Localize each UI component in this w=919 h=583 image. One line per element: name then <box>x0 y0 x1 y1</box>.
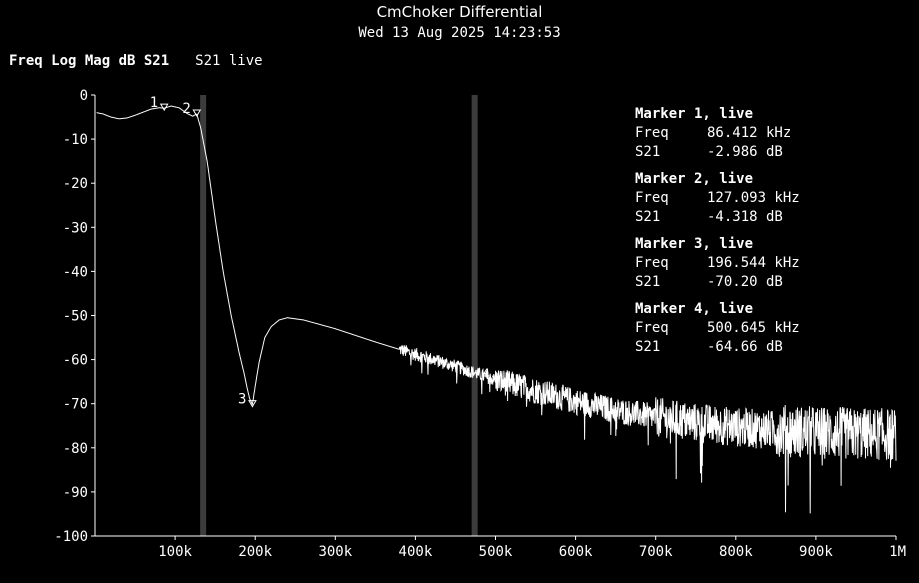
x-tick-label: 300k <box>318 544 352 560</box>
y-axis-ticks: 0 -10 -20 -30 -40 -50 -60 -70 -80 -90 -100 <box>54 88 95 545</box>
cursor-band <box>200 95 207 536</box>
marker-tag-label: 2 <box>182 101 190 117</box>
y-tick-label: -60 <box>63 353 88 369</box>
y-tick-label: -10 <box>63 132 88 148</box>
marker-param-label: S21 <box>635 144 661 160</box>
marker-tag-label: 4 <box>482 367 490 383</box>
marker-triangle-icon <box>248 400 257 408</box>
marker-tag-label: 3 <box>238 392 246 408</box>
marker-freq-value: 127.093 kHz <box>707 190 800 206</box>
y-tick-label: -40 <box>63 264 88 280</box>
marker-title: Marker 4, live <box>635 301 754 317</box>
x-tick-label: 100k <box>158 544 192 560</box>
x-tick-label: 900k <box>799 544 833 560</box>
marker-param-label: S21 <box>635 274 661 290</box>
x-tick-label: 200k <box>238 544 272 560</box>
marker-tag-label: 1 <box>150 95 158 111</box>
y-tick-label: -30 <box>63 220 88 236</box>
chart-datetime: Wed 13 Aug 2025 14:23:53 <box>358 25 561 41</box>
s21-trace <box>96 105 897 514</box>
y-tick-label: -90 <box>63 485 88 501</box>
marker-4-readout: Marker 4, live Freq 500.645 kHz S21 -64.66… <box>635 300 800 357</box>
marker-freq-value: 86.412 kHz <box>707 125 792 141</box>
marker-param-value: -4.318 dB <box>707 209 783 225</box>
trace-status-label: S21 live <box>195 53 263 69</box>
x-tick-label: 800k <box>719 544 753 560</box>
marker-readout-panel: Marker 1, live Freq 86.412 kHz S21 -2.986 … <box>635 105 800 365</box>
chart-title: CmChoker Differential <box>376 3 543 21</box>
marker-freq-label: Freq <box>635 125 669 141</box>
marker-title: Marker 3, live <box>635 236 754 252</box>
marker-freq-value: 196.544 kHz <box>707 255 800 271</box>
y-tick-label: -100 <box>54 529 88 545</box>
chart-markers: 1 2 3 4 <box>150 95 501 408</box>
marker-param-value: -70.20 dB <box>707 274 783 290</box>
marker-triangle-icon <box>192 109 202 118</box>
marker-triangle-icon <box>491 375 501 384</box>
x-axis-ticks: 100k 200k 300k 400k 500k 600k 700k 800k 900k 1M <box>158 536 906 560</box>
marker-2-readout: Marker 2, live Freq 127.093 kHz S21 -4.318… <box>635 170 800 227</box>
marker-param-value: -2.986 dB <box>707 144 783 160</box>
marker-freq-label: Freq <box>635 320 669 336</box>
marker-param-label: S21 <box>635 209 661 225</box>
y-tick-label: -20 <box>63 176 88 192</box>
trace-format-label: Freq Log Mag dB S21 <box>9 53 170 69</box>
y-tick-label: -50 <box>63 309 88 325</box>
y-tick-label: -70 <box>63 397 88 413</box>
x-tick-label: 700k <box>639 544 673 560</box>
marker-3-readout: Marker 3, live Freq 196.544 kHz S21 -70.20… <box>635 235 800 292</box>
marker-triangle-icon <box>159 103 169 112</box>
y-tick-label: 0 <box>80 88 88 104</box>
cursor-band <box>471 95 478 536</box>
x-tick-label: 500k <box>479 544 513 560</box>
marker-title: Marker 1, live <box>635 106 754 122</box>
marker-1-readout: Marker 1, live Freq 86.412 kHz S21 -2.986 … <box>635 105 800 162</box>
x-tick-label: 1M <box>889 544 906 560</box>
marker-param-label: S21 <box>635 339 661 355</box>
cursor-bands <box>200 95 478 536</box>
marker-freq-value: 500.645 kHz <box>707 320 800 336</box>
marker-freq-label: Freq <box>635 255 669 271</box>
y-tick-label: -80 <box>63 441 88 457</box>
marker-param-value: -64.66 dB <box>707 339 783 355</box>
trace-header: Freq Log Mag dB S21 S21 live <box>9 53 263 69</box>
marker-title: Marker 2, live <box>635 171 754 187</box>
s21-trace-line <box>96 105 897 514</box>
x-tick-label: 600k <box>559 544 593 560</box>
marker-freq-label: Freq <box>635 190 669 206</box>
x-tick-label: 400k <box>399 544 433 560</box>
